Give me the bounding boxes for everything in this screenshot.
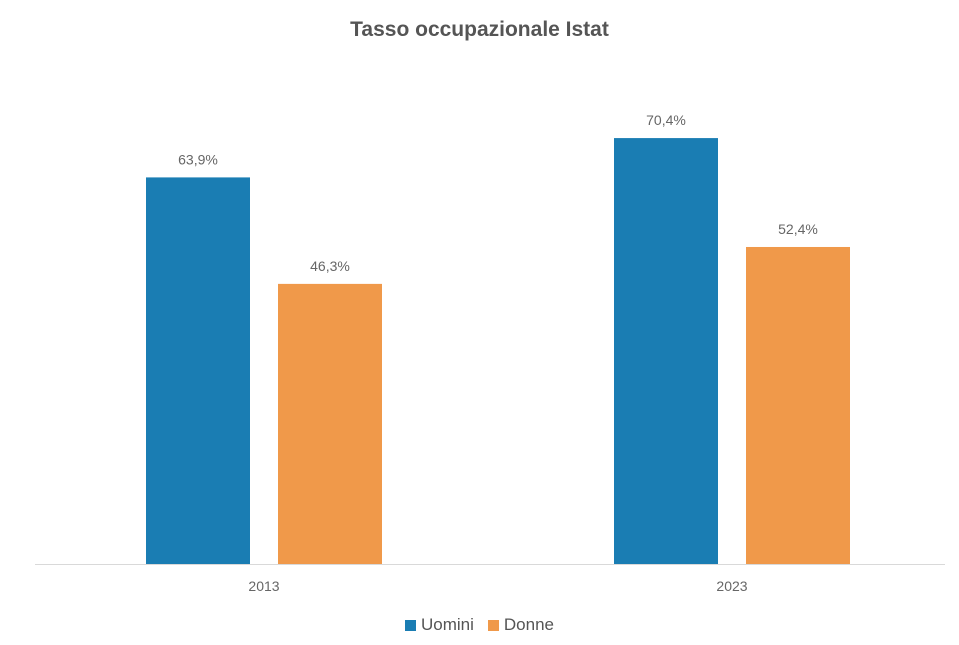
bar-uomini-2013 xyxy=(146,177,250,564)
data-label-donne-2013: 46,3% xyxy=(310,258,350,274)
bar-donne-2013 xyxy=(278,283,382,564)
x-tick-label-2023: 2023 xyxy=(716,578,747,594)
x-tick-label-2013: 2013 xyxy=(248,578,279,594)
legend-swatch-uomini xyxy=(404,619,416,631)
data-label-donne-2023: 52,4% xyxy=(778,221,818,237)
bar-donne-2023 xyxy=(746,246,850,565)
legend-label-donne: Donne xyxy=(503,615,554,634)
data-label-uomini-2023: 70,4% xyxy=(646,112,686,128)
legend-item-donne: Donne xyxy=(487,615,554,635)
legend-swatch-donne xyxy=(487,619,499,631)
legend-label-uomini: Uomini xyxy=(420,615,474,634)
data-label-uomini-2013: 63,9% xyxy=(178,151,218,167)
legend-item-uomini: Uomini xyxy=(404,615,474,635)
legend: Uomini Donne xyxy=(0,615,959,635)
bar-uomini-2023 xyxy=(614,138,718,564)
chart-title: Tasso occupazionale Istat xyxy=(350,18,609,41)
